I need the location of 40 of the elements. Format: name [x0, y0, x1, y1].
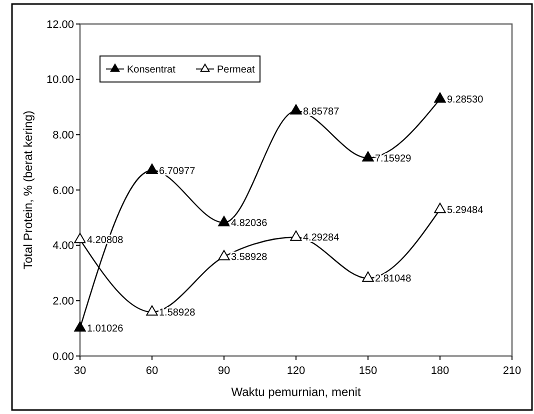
y-tick-label: 0.00 [52, 350, 74, 363]
data-label: 6.70977 [159, 166, 196, 177]
y-tick-label: 12.00 [46, 18, 74, 31]
data-label: 5.29484 [447, 205, 484, 216]
x-tick-label: 150 [358, 365, 378, 377]
x-tick-label: 90 [218, 365, 230, 377]
x-tick-label: 210 [502, 365, 522, 377]
x-tick-label: 60 [146, 365, 158, 377]
data-label: 8.85787 [303, 106, 340, 118]
data-label: 7.15929 [375, 153, 412, 164]
point [146, 305, 158, 316]
data-label: 4.82036 [231, 218, 268, 230]
data-label: 4.29284 [303, 232, 340, 244]
legend-label: Konsentrat [127, 64, 176, 76]
point [362, 272, 374, 282]
data-label: 2.81048 [375, 274, 412, 285]
y-tick-label: 6.00 [52, 184, 74, 197]
y-axis-title: Total Protein, % (berat kering) [21, 110, 35, 270]
point [362, 151, 374, 162]
x-tick-label: 120 [286, 365, 306, 377]
x-tick-label: 30 [74, 365, 86, 377]
point [74, 321, 86, 332]
point [434, 92, 446, 103]
y-tick-label: 2.00 [52, 296, 74, 308]
x-tick-label: 180 [430, 365, 450, 377]
y-tick-label: 4.00 [52, 240, 74, 252]
data-label: 9.28530 [447, 94, 484, 106]
point [218, 216, 230, 226]
point [218, 250, 230, 260]
point [290, 104, 302, 115]
x-axis-title: Waktu pemurnian, menit [231, 385, 362, 399]
point [434, 202, 446, 214]
data-label: 1.01026 [87, 324, 124, 335]
y-tick-label: 10.00 [46, 74, 74, 86]
data-label: 3.58928 [231, 252, 268, 264]
point [290, 230, 302, 241]
y-tick-label: 8.00 [52, 130, 74, 142]
point [146, 164, 158, 174]
legend-label: Permeat [217, 64, 256, 76]
data-label: 1.58928 [159, 308, 196, 319]
